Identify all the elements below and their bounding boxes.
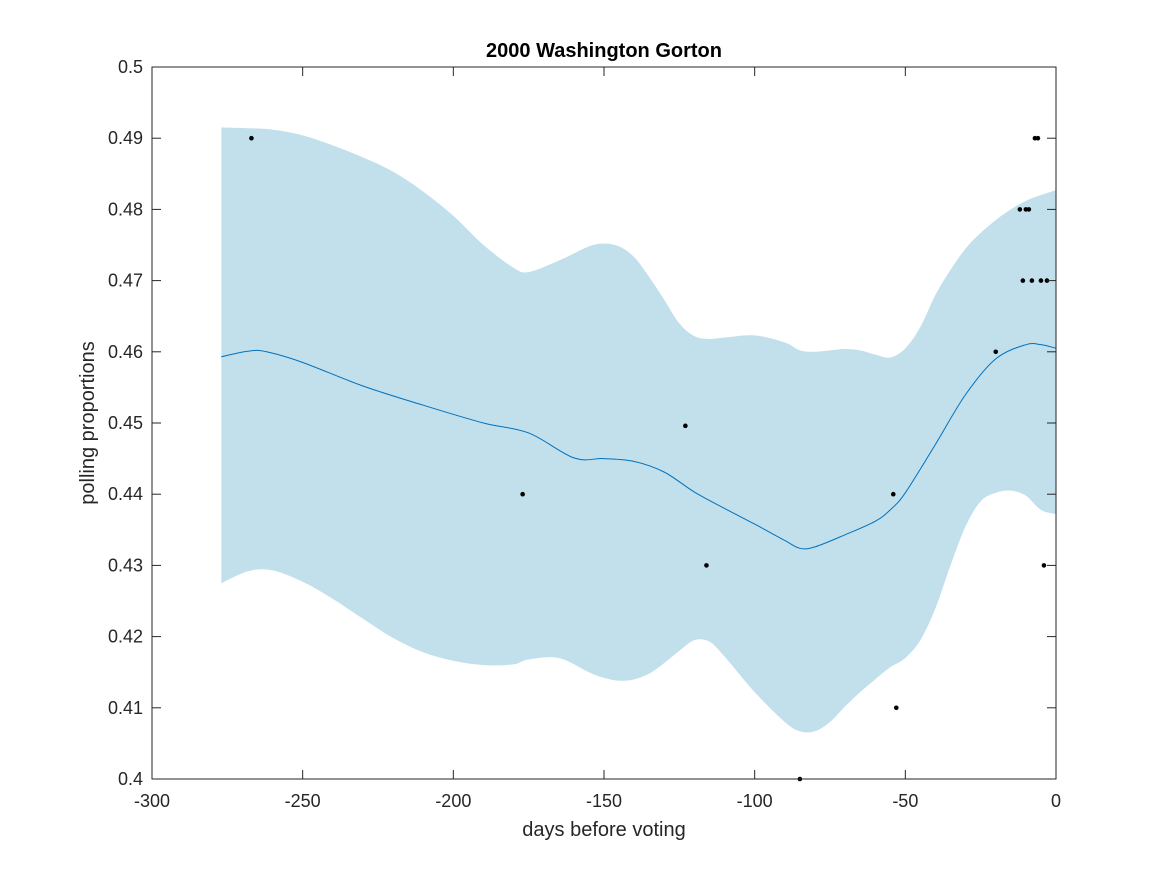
poll-point [704, 563, 709, 568]
y-tick-label: 0.48 [108, 199, 143, 219]
y-axis-label: polling proportions [77, 341, 99, 504]
x-tick-label: -300 [134, 791, 170, 811]
x-tick-label: -250 [285, 791, 321, 811]
confidence-band-layer [221, 127, 1056, 733]
x-tick-label: -200 [435, 791, 471, 811]
y-ticks: 0.4 0.41 0.42 0.43 0.44 0.45 0.46 0.47 0.48 0.49 0… [108, 57, 1056, 789]
x-tick-label: -150 [586, 791, 622, 811]
poll-point [520, 491, 525, 497]
poll-point [1035, 135, 1041, 141]
trend-line [221, 342, 1057, 550]
poll-point [1044, 278, 1050, 283]
poll-point [1020, 278, 1026, 283]
y-tick-label: 0.44 [108, 484, 143, 504]
y-tick-label: 0.43 [108, 555, 143, 575]
poll-point [890, 491, 896, 497]
y-tick-label: 0.46 [108, 342, 143, 362]
y-tick-label: 0.49 [108, 128, 143, 148]
y-tick-label: 0.42 [108, 627, 143, 647]
chart-title: 2000 Washington Gorton [486, 40, 722, 62]
x-tick-label: -50 [892, 791, 918, 811]
y-tick-label: 0.47 [108, 271, 143, 291]
y-tick-label: 0.45 [108, 413, 143, 433]
trend-line-layer [221, 342, 1057, 550]
y-tick-label: 0.4 [118, 769, 143, 789]
poll-point [683, 423, 688, 429]
y-tick-label: 0.5 [118, 57, 143, 77]
poll-point [893, 705, 899, 711]
x-axis-label: days before voting [522, 819, 685, 841]
x-tick-label: 0 [1051, 791, 1061, 811]
poll-point [1041, 563, 1047, 568]
poll-point [249, 135, 254, 141]
poll-point [1029, 278, 1035, 283]
x-tick-label: -100 [737, 791, 773, 811]
poll-point [1017, 207, 1023, 212]
poll-point [1038, 278, 1044, 283]
confidence-band [221, 127, 1056, 733]
poll-point [993, 349, 999, 355]
poll-point [1026, 207, 1032, 212]
x-ticks: -300 -250 -200 -150 -100 -50 0 [134, 67, 1061, 811]
y-tick-label: 0.41 [108, 698, 143, 718]
poll-points-layer [249, 135, 1050, 782]
